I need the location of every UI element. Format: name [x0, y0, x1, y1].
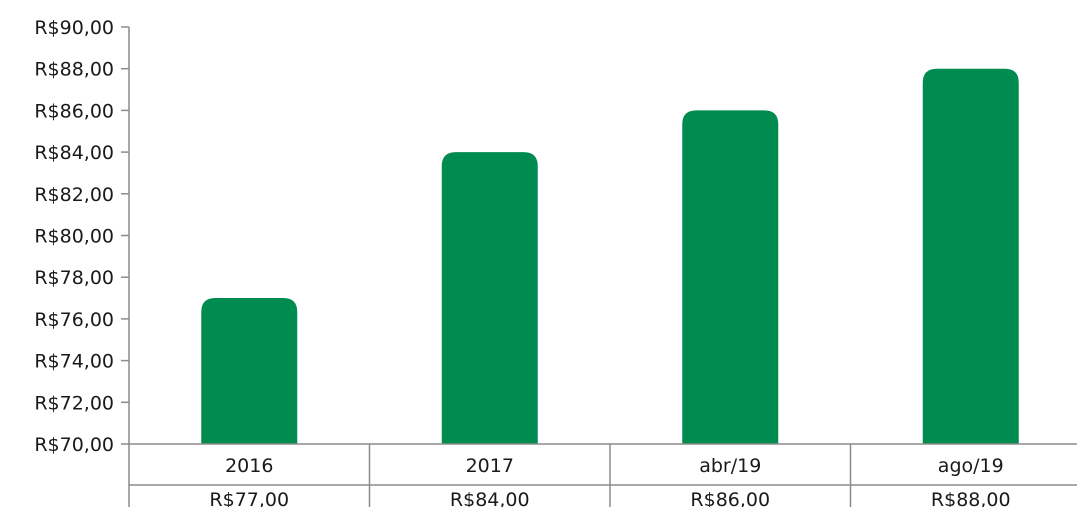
y-tick-label: R$78,00: [34, 267, 114, 289]
y-tick-label: R$74,00: [34, 351, 114, 373]
category-label: 2017: [466, 455, 514, 477]
bar: [201, 298, 298, 444]
data-table: 2016 R$77,00 2017 R$84,00 abr/19 R$86,00 ago/1…: [129, 443, 1077, 507]
y-tick-label: R$82,00: [34, 184, 114, 206]
y-tick-label: R$70,00: [34, 434, 114, 456]
bar: [682, 110, 779, 445]
bar: [922, 68, 1019, 444]
category-label: abr/19: [699, 455, 761, 477]
data-label: R$88,00: [931, 489, 1011, 507]
data-label: R$86,00: [690, 489, 770, 507]
y-tick-label: R$90,00: [34, 17, 114, 39]
y-tick-label: R$86,00: [34, 100, 114, 122]
data-label: R$77,00: [209, 489, 289, 507]
category-label: ago/19: [938, 455, 1004, 477]
y-tick-label: R$88,00: [34, 59, 114, 81]
bars: [201, 68, 1019, 445]
category-label: 2016: [225, 455, 273, 477]
y-tick-label: R$72,00: [34, 392, 114, 414]
y-tick-label: R$76,00: [34, 309, 114, 331]
y-tick-label: R$80,00: [34, 226, 114, 248]
y-axis: R$70,00 R$72,00 R$74,00 R$76,00 R$78,00 R$80,…: [34, 17, 130, 507]
bar: [441, 152, 538, 444]
data-label: R$84,00: [450, 489, 530, 507]
y-tick-label: R$84,00: [34, 142, 114, 164]
